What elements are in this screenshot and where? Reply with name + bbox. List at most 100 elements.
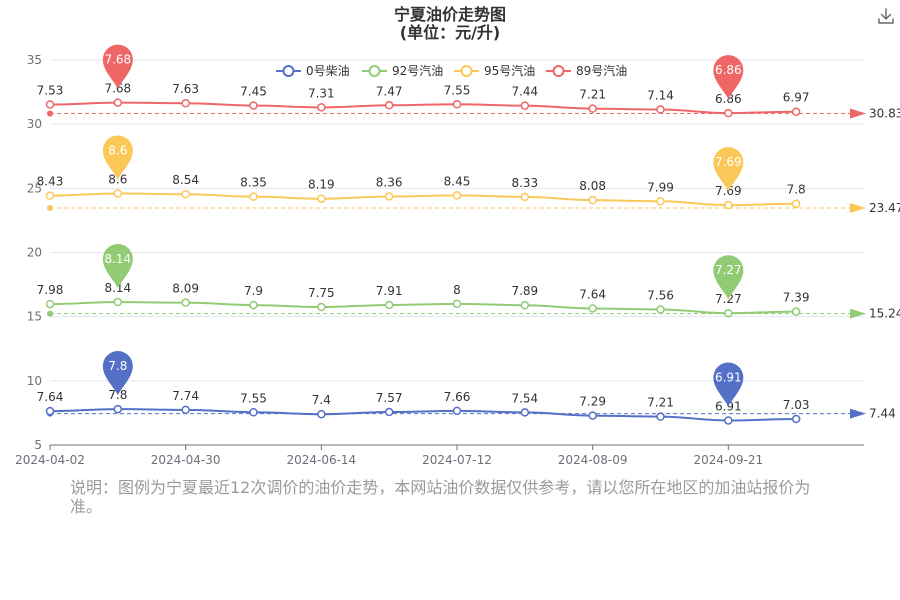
data-point (520, 408, 530, 417)
max-marker-label: 7.8 (108, 359, 127, 373)
legend-marker (282, 65, 295, 77)
min-marker-label: 7.27 (715, 263, 742, 277)
data-label: 7.98 (37, 283, 64, 297)
min-marker (713, 362, 744, 407)
data-point (384, 192, 394, 201)
average-label: 15.24 (869, 307, 900, 321)
grid (50, 59, 864, 446)
data-point (113, 189, 123, 198)
min-marker (713, 147, 744, 192)
data-point (384, 407, 394, 417)
y-tick-label: 25 (27, 181, 42, 195)
data-label: 7.57 (376, 391, 403, 405)
data-point (249, 300, 258, 310)
x-tick-label: 2024-09-21 (693, 453, 763, 467)
max-marker (102, 44, 133, 89)
average-arrow (850, 108, 866, 119)
legend-marker (368, 65, 381, 77)
data-label: 7.03 (783, 398, 810, 412)
data-label: 7.21 (579, 88, 606, 102)
data-point (384, 300, 394, 310)
data-point (249, 192, 258, 201)
data-label: 7.64 (37, 390, 64, 404)
y-tick-label: 20 (27, 246, 42, 260)
legend-marker (460, 65, 473, 77)
data-point (724, 108, 733, 118)
data-point (181, 189, 190, 199)
data-label: 8.33 (511, 176, 538, 190)
y-tick-label: 35 (27, 53, 42, 67)
series-line (49, 101, 797, 115)
average-label: 30.83 (869, 107, 900, 121)
data-label: 7.75 (308, 286, 335, 300)
max-marker-label: 8.14 (104, 252, 131, 266)
data-point (45, 191, 55, 200)
data-label: 7.91 (376, 284, 403, 298)
data-point (317, 194, 326, 203)
data-point (113, 297, 123, 307)
legend[interactable]: 0号柴油 92号汽油 95号汽油 89号汽油 (276, 63, 627, 78)
data-label: 7.8 (787, 183, 806, 197)
data-label: 7.74 (172, 389, 199, 403)
data-labels: 7.64 7.8 7.74 7.55 7.4 7.57 7.66 7.54 7.29 7.21 6.… (37, 82, 810, 414)
data-point (113, 404, 123, 414)
data-label: 7.14 (647, 89, 674, 103)
data-point (520, 300, 530, 310)
max-marker-label: 7.68 (104, 53, 131, 67)
chart-title: 宁夏油价走势图 (394, 5, 506, 24)
average-arrow (850, 408, 866, 419)
data-point (452, 299, 462, 309)
data-point (588, 411, 597, 420)
data-label: 7.55 (444, 83, 471, 97)
legend-item-label: 92号汽油 (392, 63, 443, 78)
axes: 5 10 15 20 25 30 35 2024-04-02 2024-04-30 2024-06… (15, 53, 864, 467)
min-marker-label: 6.91 (715, 370, 742, 384)
data-point (791, 307, 801, 316)
data-point (317, 103, 326, 112)
data-point (249, 101, 258, 110)
data-point (520, 101, 530, 110)
legend-item-label: 0号柴油 (306, 64, 350, 78)
data-label: 7.29 (579, 395, 606, 409)
legend-item-label: 95号汽油 (484, 63, 535, 78)
x-tick-label: 2024-04-30 (151, 453, 221, 467)
max-marker (102, 135, 133, 180)
data-label: 7.64 (579, 287, 606, 301)
series-line (49, 408, 797, 422)
data-label: 7.54 (511, 391, 538, 405)
download-icon[interactable] (876, 6, 896, 26)
data-label: 7.68 (104, 82, 131, 96)
data-point (588, 195, 597, 205)
data-label: 8.6 (108, 172, 127, 186)
data-point (656, 305, 665, 314)
data-label: 7.4 (312, 393, 331, 407)
min-marker-label: 6.86 (715, 63, 742, 77)
data-label: 7.99 (647, 180, 674, 194)
data-label: 7.9 (244, 284, 263, 298)
data-label: 6.97 (783, 91, 810, 105)
data-label: 7.31 (308, 86, 335, 100)
data-label: 8.35 (240, 176, 267, 190)
legend-item-label: 89号汽油 (576, 63, 627, 78)
data-label: 8.08 (579, 179, 606, 193)
data-point (452, 100, 462, 109)
data-point (791, 414, 801, 424)
data-point (384, 101, 394, 110)
data-label: 7.8 (108, 388, 127, 402)
average-label: 23.47 (869, 201, 900, 215)
data-point (317, 409, 326, 419)
data-point (588, 104, 597, 113)
chart-subtitle: (单位：元/升) (400, 23, 500, 42)
data-point (181, 298, 190, 307)
data-label: 8 (453, 283, 461, 297)
average-arrow (850, 308, 866, 319)
legend-marker (552, 65, 565, 77)
y-tick-label: 15 (27, 310, 42, 324)
data-point (656, 412, 665, 421)
data-point (520, 192, 530, 202)
data-point (317, 302, 326, 312)
average-arrow (850, 202, 866, 213)
data-point (724, 308, 733, 318)
data-point (724, 200, 733, 210)
